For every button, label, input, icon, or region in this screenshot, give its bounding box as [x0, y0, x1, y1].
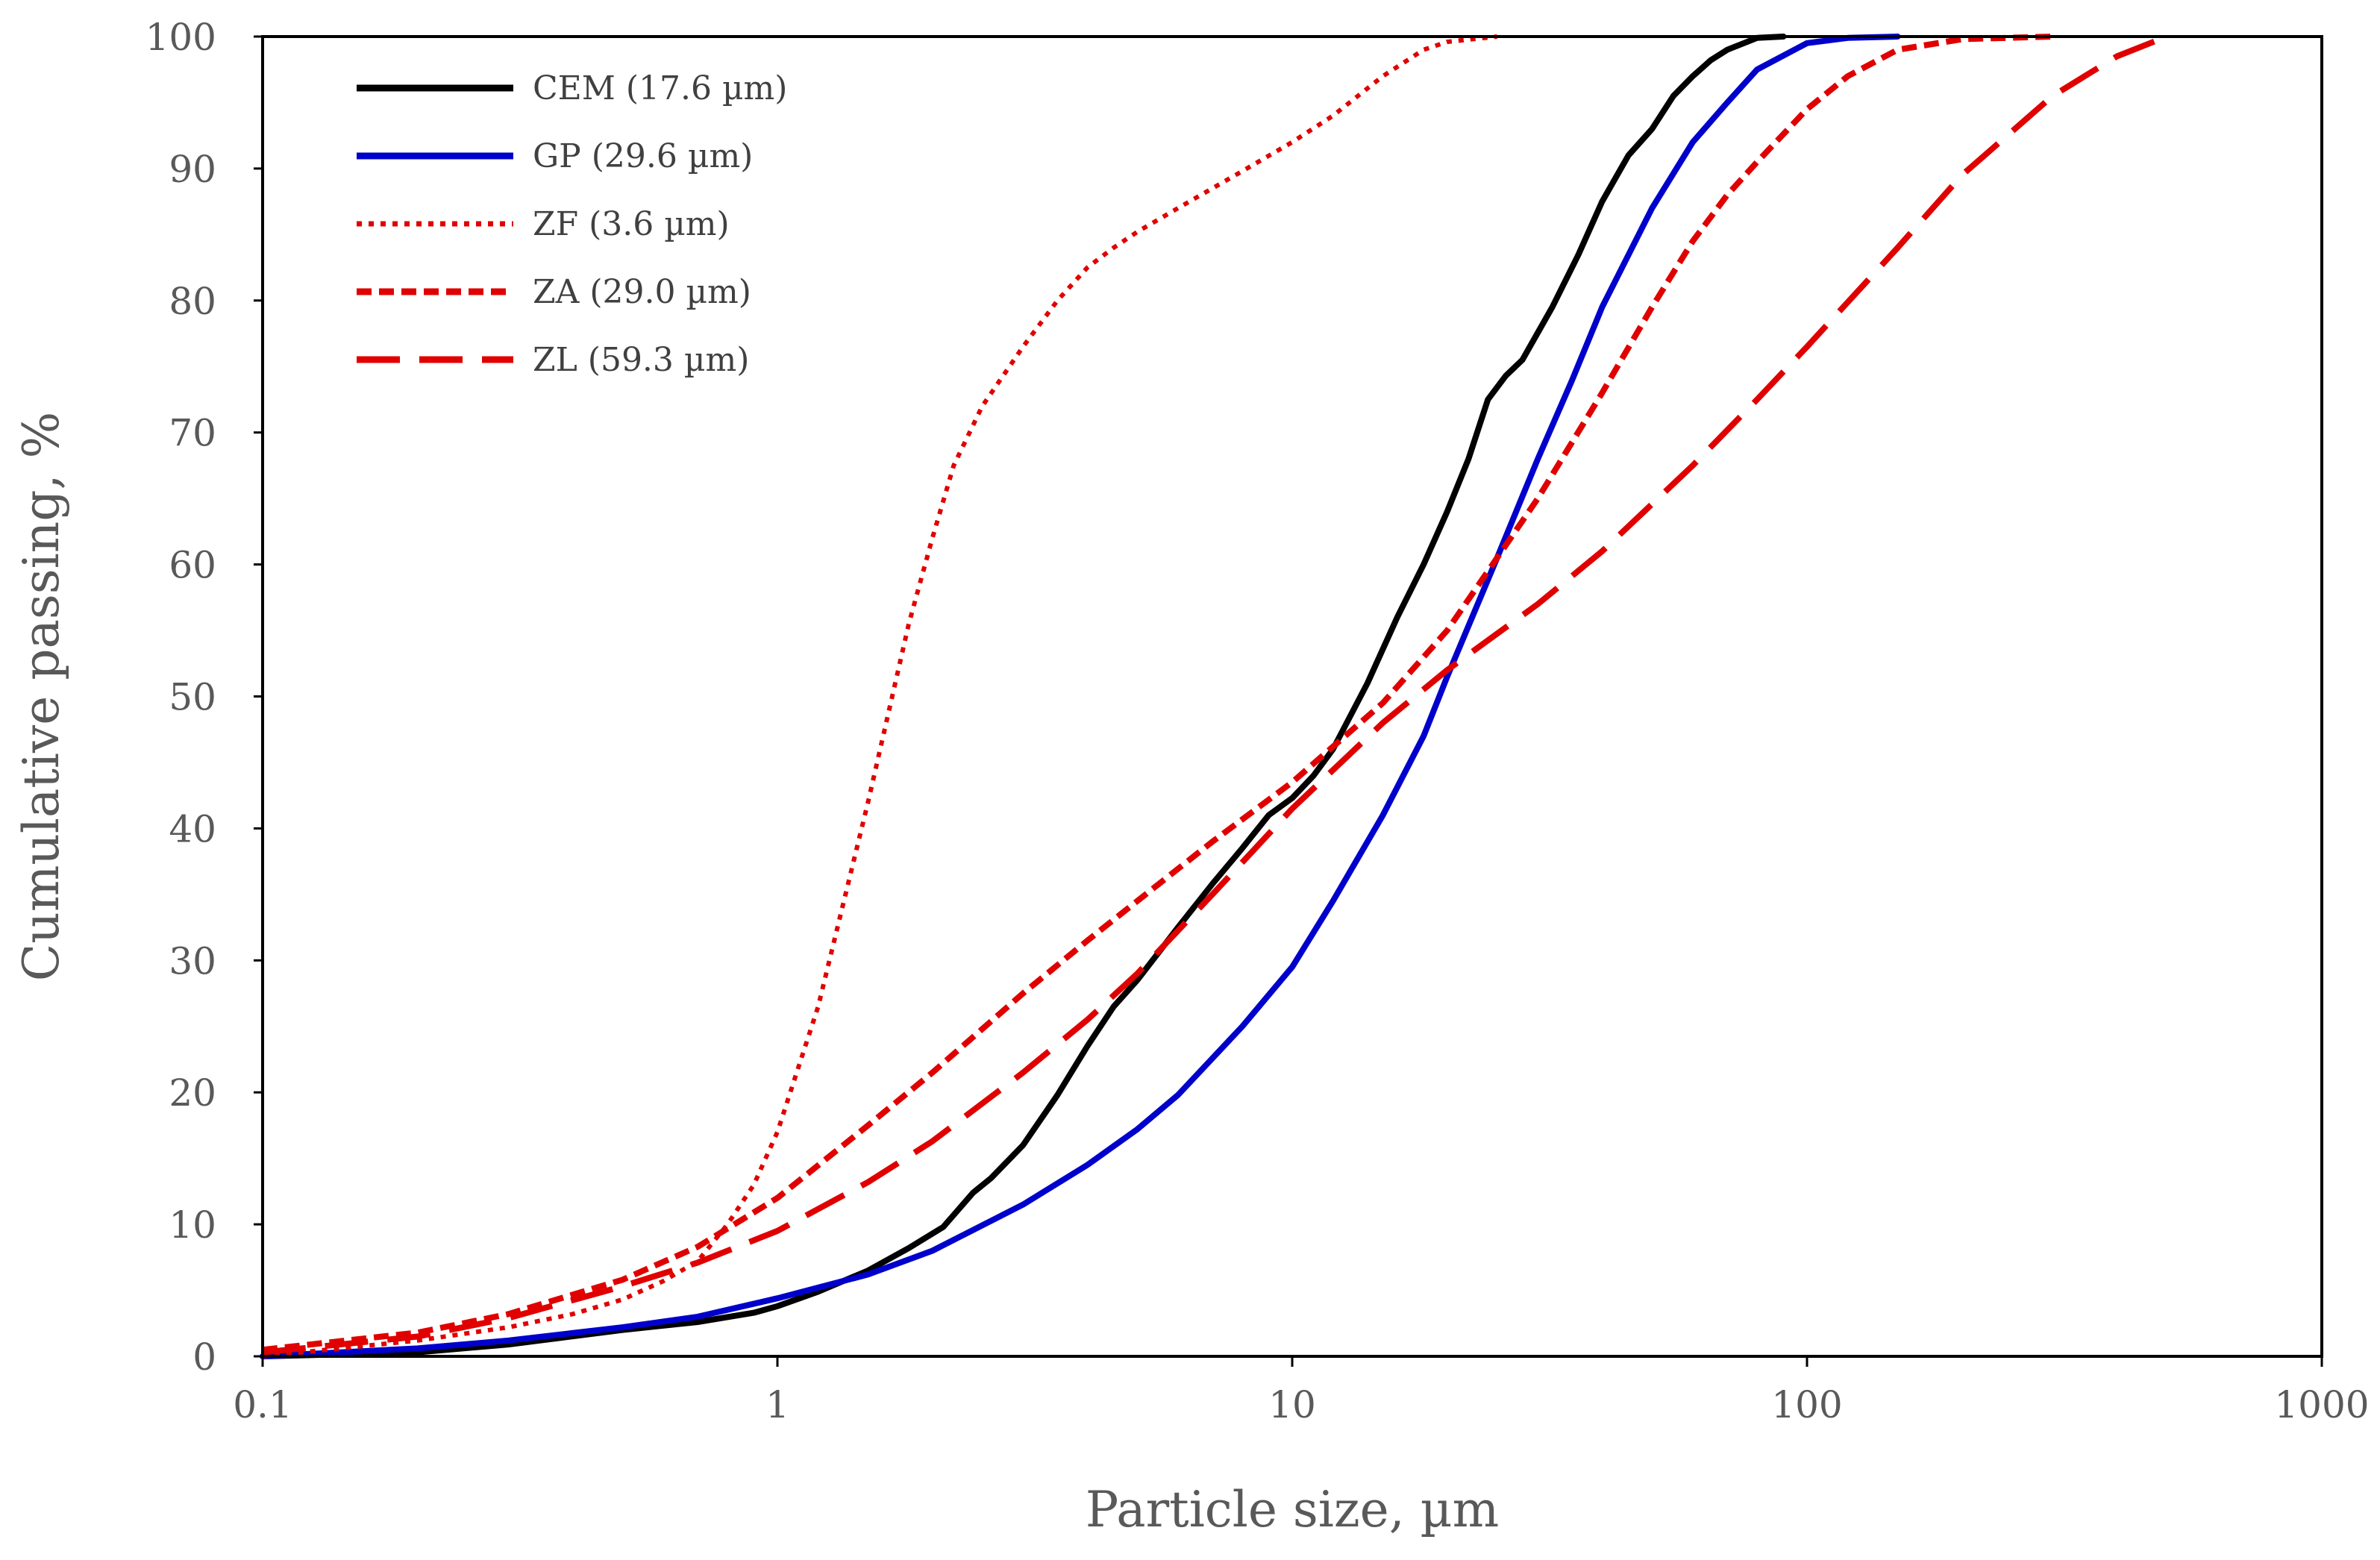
legend: CEM (17.6 µm) GP (29.6 µm) ZF (3.6 µm) ZA (… — [357, 69, 787, 379]
series-line-3 — [262, 34, 2053, 1353]
x-axis-title: Particle size, µm — [1086, 1481, 1499, 1538]
x-tick-label: 1000 — [2274, 1383, 2369, 1426]
x-tick-label: 10 — [1268, 1383, 1316, 1426]
y-axis: 0 10 20 30 40 50 60 70 80 90 100 — [145, 16, 263, 1379]
y-tick-label: 50 — [169, 676, 216, 719]
x-tick-label: 100 — [1771, 1383, 1842, 1426]
y-axis-title: Cumulative passing, % — [13, 412, 70, 981]
y-tick-label: 40 — [169, 807, 216, 851]
legend-label-3: ZA (29.0 µm) — [533, 273, 751, 311]
y-tick-label: 10 — [169, 1203, 216, 1247]
y-tick-label: 80 — [169, 280, 216, 323]
series-line-2 — [262, 34, 1497, 1359]
x-tick-label: 0.1 — [233, 1383, 292, 1426]
y-tick-label: 0 — [192, 1335, 216, 1379]
series-line-1 — [260, 34, 1901, 1359]
x-tick-label: 1 — [765, 1383, 789, 1426]
x-axis: 0.1 1 10 100 1000 — [233, 1356, 2370, 1426]
y-tick-label: 20 — [169, 1071, 216, 1115]
y-tick-label: 70 — [169, 412, 216, 455]
y-tick-label: 90 — [169, 148, 216, 191]
series-layer — [260, 34, 2168, 1359]
legend-label-1: GP (29.6 µm) — [533, 137, 753, 175]
legend-label-2: ZF (3.6 µm) — [533, 205, 730, 243]
y-tick-label: 60 — [169, 544, 216, 587]
legend-label-4: ZL (59.3 µm) — [533, 341, 749, 379]
y-tick-label: 30 — [169, 939, 216, 983]
y-tick-label: 100 — [145, 16, 216, 59]
series-line-4 — [262, 34, 2168, 1356]
legend-label-0: CEM (17.6 µm) — [533, 69, 787, 107]
